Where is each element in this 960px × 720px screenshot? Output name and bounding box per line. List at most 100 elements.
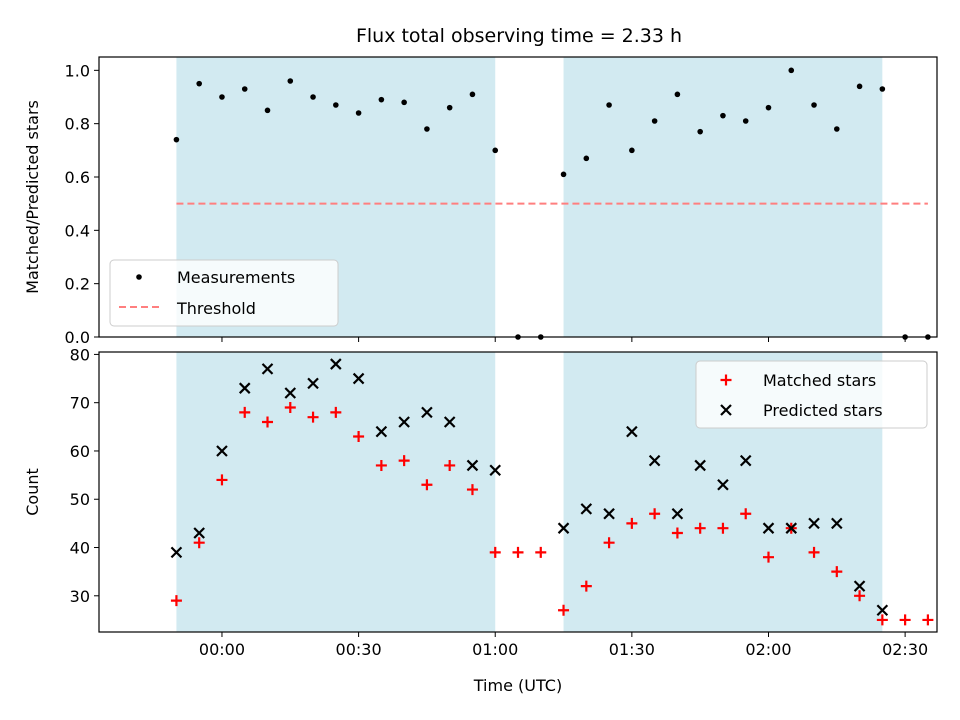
predicted-point (443, 416, 456, 428)
predicted-point (216, 445, 228, 457)
predicted-point (876, 604, 889, 617)
legend-label: Measurements (177, 268, 295, 287)
predicted-point (284, 387, 297, 399)
measurement-point (629, 147, 635, 154)
matched-point (307, 411, 319, 423)
matched-point (170, 595, 182, 607)
matched-point (649, 508, 661, 520)
matched-point (330, 406, 342, 418)
y-tick-label: 40 (70, 539, 90, 558)
predicted-point (739, 454, 752, 467)
predicted-point (603, 507, 615, 520)
measurement-point (879, 86, 886, 92)
legend: Matched stars Predicted stars (695, 360, 928, 429)
measurement-point (173, 136, 180, 143)
measurement-point (720, 112, 726, 119)
y-tick-label: 0.6 (65, 168, 90, 187)
count-panel: 30 40 50 60 70 80 00:00 00:30 01:00 01:30 02:00 02:… (23, 345, 938, 695)
legend-box (109, 259, 339, 327)
measurement-point (355, 110, 362, 116)
matched-point (421, 479, 433, 491)
measurement-point (333, 102, 339, 108)
y-tick-label: 70 (70, 394, 90, 413)
measurement-point (788, 67, 795, 74)
predicted-point (694, 459, 706, 472)
measurement-point (606, 102, 612, 108)
measurement-point (811, 102, 817, 108)
measurement-point (241, 86, 248, 92)
legend-label: Predicted stars (763, 401, 883, 420)
predicted-point (352, 372, 365, 385)
matched-point (444, 459, 456, 471)
matched-point (216, 474, 228, 486)
matched-point (626, 517, 638, 529)
legend-measurement-marker (136, 274, 142, 280)
matched-point (193, 537, 205, 549)
matched-point (603, 537, 615, 549)
measurement-point (856, 83, 863, 90)
measurement-point (492, 147, 499, 154)
matched-point (398, 455, 410, 467)
predicted-point (330, 358, 342, 370)
y-tick-label: 50 (70, 490, 90, 509)
predicted-point (785, 522, 798, 534)
predicted-point (398, 416, 410, 428)
y-axis-label: Matched/Predicted stars (23, 100, 42, 294)
matched-point (808, 546, 820, 558)
measurement-point (196, 80, 202, 87)
matched-point (284, 402, 296, 414)
predicted-point (466, 459, 479, 472)
x-tick-label: 01:00 (472, 640, 518, 659)
measurement-point (674, 91, 681, 98)
x-tick-label: 00:30 (336, 640, 382, 659)
measurement-point (742, 118, 749, 124)
predicted-point (421, 406, 433, 419)
legend-matched-marker (720, 374, 732, 386)
predicted-point (580, 503, 593, 515)
measurement-point (264, 107, 271, 114)
measurement-point (697, 128, 703, 135)
measurement-point (219, 94, 225, 100)
y-tick-label: 30 (70, 587, 90, 606)
legend-label: Matched stars (763, 371, 876, 390)
matched-point (512, 546, 524, 558)
matched-point (762, 551, 774, 563)
y-tick-label: 0.0 (65, 328, 90, 347)
matched-point (876, 614, 888, 626)
series-matched-stars (170, 402, 934, 626)
predicted-point (307, 377, 319, 390)
matched-point (831, 566, 843, 578)
predicted-point (238, 382, 251, 394)
predicted-point (808, 517, 820, 530)
matched-point (262, 416, 274, 428)
y-tick-label: 60 (70, 442, 90, 461)
axes-frame (98, 56, 938, 338)
predicted-point (557, 522, 570, 534)
y-tick-label: 80 (70, 345, 90, 364)
measurement-point (469, 91, 476, 98)
axes-frame (98, 351, 938, 633)
matched-point (922, 614, 934, 626)
y-axis-label: Count (23, 468, 42, 516)
matched-point (580, 580, 592, 592)
predicted-point (193, 527, 205, 539)
x-tick-label: 00:00 (199, 640, 245, 659)
matched-point (239, 406, 251, 418)
matched-point (466, 484, 478, 496)
predicted-point (831, 517, 843, 530)
measurement-point (424, 126, 430, 132)
predicted-point (671, 507, 684, 520)
predicted-point (375, 425, 388, 438)
shaded-interval (176, 352, 496, 632)
predicted-point (489, 464, 502, 477)
legend-box (695, 360, 928, 429)
legend: Measurements Threshold (109, 259, 339, 327)
measurement-point (446, 104, 453, 111)
matched-point (854, 590, 866, 602)
y-tick-label: 0.2 (65, 275, 90, 294)
predicted-point (261, 363, 274, 375)
legend-label: Threshold (176, 299, 256, 318)
series-measurements (173, 67, 931, 340)
measurement-point (583, 155, 590, 162)
y-tick-label: 1.0 (65, 61, 90, 80)
